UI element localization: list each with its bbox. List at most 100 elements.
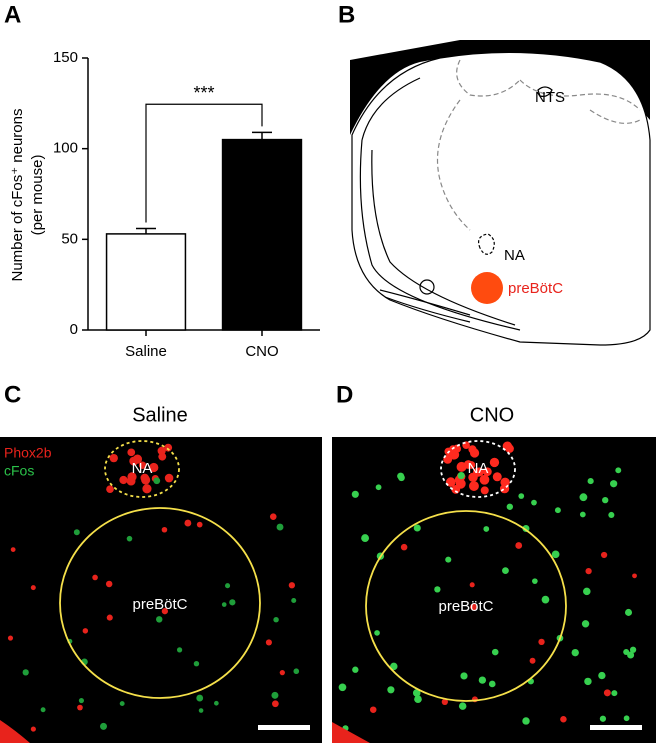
cell bbox=[489, 457, 500, 468]
cell bbox=[449, 450, 459, 460]
cell bbox=[271, 691, 279, 699]
cell bbox=[100, 722, 108, 730]
cell bbox=[629, 646, 637, 653]
micrograph bbox=[332, 437, 656, 743]
cell bbox=[119, 701, 125, 707]
region-outline bbox=[104, 440, 180, 498]
cell bbox=[361, 534, 370, 543]
legend-label: cFos bbox=[4, 463, 34, 479]
cell bbox=[161, 526, 168, 533]
micrograph-title: Saline bbox=[132, 404, 188, 426]
cell bbox=[446, 477, 456, 487]
cell bbox=[441, 698, 448, 705]
y-tick-label: 0 bbox=[70, 321, 78, 338]
cell bbox=[468, 445, 477, 454]
cell bbox=[106, 485, 114, 494]
cell bbox=[610, 480, 618, 488]
cell bbox=[434, 586, 441, 593]
cell bbox=[156, 616, 163, 623]
y-tick-label: 100 bbox=[53, 140, 78, 157]
cell bbox=[184, 519, 192, 527]
cell bbox=[149, 462, 159, 473]
cell bbox=[518, 493, 525, 499]
brainstem-diagram bbox=[350, 40, 651, 346]
diagram-label: NA bbox=[504, 247, 525, 264]
cell bbox=[541, 595, 550, 604]
cell bbox=[196, 521, 203, 528]
cell bbox=[608, 511, 615, 519]
cell bbox=[153, 477, 161, 485]
cell bbox=[483, 467, 492, 477]
panel-label: C bbox=[4, 381, 21, 408]
cell bbox=[272, 700, 279, 708]
cell bbox=[615, 467, 622, 474]
cell bbox=[229, 599, 236, 606]
x-tick-label: CNO bbox=[245, 343, 278, 360]
cell bbox=[106, 614, 113, 621]
cell bbox=[30, 726, 36, 732]
cell bbox=[579, 493, 588, 502]
cell bbox=[627, 651, 635, 659]
cell bbox=[119, 475, 128, 485]
fiber bbox=[332, 722, 370, 743]
cell bbox=[92, 574, 98, 581]
cell bbox=[598, 671, 606, 680]
cell bbox=[269, 513, 277, 520]
cell bbox=[581, 620, 590, 628]
cell bbox=[127, 472, 137, 482]
cell bbox=[387, 686, 395, 694]
cell bbox=[141, 475, 151, 485]
panel-label: D bbox=[336, 381, 353, 408]
y-tick-label: 150 bbox=[53, 49, 78, 66]
cell bbox=[30, 585, 36, 591]
bar bbox=[221, 138, 303, 331]
cell bbox=[352, 666, 359, 673]
cell bbox=[584, 677, 592, 686]
cell bbox=[73, 529, 80, 536]
scale-bar bbox=[258, 725, 310, 730]
diagram-label: preBötC bbox=[508, 280, 563, 297]
cell bbox=[452, 444, 462, 453]
cell bbox=[603, 689, 611, 697]
cell bbox=[469, 481, 479, 491]
cell bbox=[602, 496, 609, 504]
cell bbox=[599, 715, 607, 722]
cell bbox=[293, 668, 300, 675]
region-label: preBötC bbox=[132, 596, 187, 613]
significance-label: *** bbox=[193, 83, 214, 103]
cell bbox=[551, 550, 560, 559]
cell bbox=[142, 484, 152, 494]
cell bbox=[491, 648, 499, 656]
cell bbox=[198, 708, 204, 713]
cell bbox=[445, 556, 452, 563]
cell bbox=[460, 672, 468, 680]
cell bbox=[625, 608, 633, 616]
y-axis-label: Number of cFos⁺ neurons bbox=[9, 109, 26, 282]
cell bbox=[480, 486, 489, 495]
panel-label: A bbox=[4, 1, 21, 28]
cell bbox=[161, 608, 168, 615]
region-label: NA bbox=[468, 460, 489, 477]
cell bbox=[221, 602, 227, 607]
cell bbox=[214, 700, 219, 706]
cell bbox=[164, 443, 173, 452]
cell bbox=[176, 647, 183, 653]
cell bbox=[554, 507, 561, 514]
micrograph-title: CNO bbox=[470, 404, 514, 426]
cell bbox=[157, 446, 166, 456]
cell bbox=[412, 689, 421, 697]
cell bbox=[40, 707, 46, 713]
cell bbox=[506, 503, 514, 510]
cell bbox=[291, 597, 297, 604]
cell bbox=[132, 454, 143, 464]
region-outline bbox=[59, 507, 261, 699]
cell bbox=[473, 467, 483, 477]
cell bbox=[193, 661, 200, 667]
cell bbox=[375, 484, 382, 491]
region-outline bbox=[440, 440, 516, 498]
micrograph bbox=[0, 437, 322, 743]
cell bbox=[479, 474, 490, 485]
cell bbox=[571, 648, 579, 657]
cell bbox=[109, 453, 118, 463]
